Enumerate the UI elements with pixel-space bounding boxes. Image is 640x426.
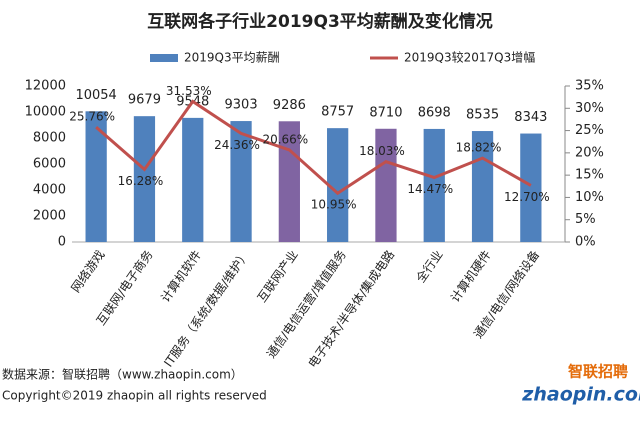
bar <box>327 128 349 242</box>
bar <box>278 121 300 242</box>
x-tick-label: 计算机硬件 <box>447 247 494 305</box>
bar <box>375 128 397 242</box>
x-tick-label: IT服务（系统/数据/维护） <box>160 247 252 369</box>
line <box>95 99 532 196</box>
bar-value-label: 8757 <box>321 105 354 120</box>
x-tick-label: 网络游戏 <box>68 247 108 295</box>
bar-value-label: 9679 <box>128 93 161 108</box>
y-tick-label: 12000 <box>25 79 66 94</box>
bar <box>182 117 204 242</box>
line-value-label: 24.36% <box>214 138 260 152</box>
bar-value-label: 8535 <box>466 108 499 123</box>
legend-label: 2019Q3平均薪酬 <box>184 51 280 65</box>
legend-swatch <box>150 54 178 62</box>
copyright: Copyright©2019 zhaopin all rights reserv… <box>2 389 267 403</box>
bar-value-label: 9286 <box>273 98 306 113</box>
bar-value-label: 9303 <box>225 98 258 113</box>
y-tick-label: 10000 <box>25 105 66 120</box>
legend-label: 2019Q3较2017Q3增幅 <box>404 50 535 65</box>
line-value-label: 20.66% <box>262 132 308 146</box>
bar <box>520 133 542 242</box>
line-value-label: 16.28% <box>118 174 164 188</box>
line-value-label: 10.95% <box>311 198 357 212</box>
y-tick-label: 6000 <box>33 157 66 172</box>
x-tick-label: 互联网产业 <box>255 248 301 305</box>
x-tick-label: 通信/电信运营/增值服务 <box>263 247 349 361</box>
x-tick-label: 电子技术/半导体/集成电路 <box>305 247 398 370</box>
line-value-label: 18.03% <box>359 144 405 158</box>
bar-value-label: 8710 <box>369 105 402 120</box>
y-tick-label: 0 <box>58 235 66 250</box>
x-tick-label: 全行业 <box>413 247 446 285</box>
y-tick-label: 8000 <box>33 131 66 146</box>
y2-tick-label: 0% <box>575 235 596 250</box>
chart-title: 互联网各子行业2019Q3平均薪酬及变化情况 <box>147 11 493 32</box>
bar <box>133 116 156 242</box>
bar <box>423 128 445 242</box>
line-value-label: 14.47% <box>407 182 453 196</box>
x-tick-label: 计算机软件 <box>157 247 204 305</box>
y-tick-label: 4000 <box>33 183 66 198</box>
y2-tick-label: 10% <box>575 190 604 205</box>
y2-tick-label: 5% <box>575 212 596 227</box>
logo-cn: 智联招聘 <box>568 363 628 381</box>
bar <box>85 111 107 242</box>
bar-value-label: 8343 <box>514 110 547 125</box>
y2-tick-label: 35% <box>575 79 604 94</box>
y2-tick-label: 20% <box>575 145 604 160</box>
line-value-label: 25.76% <box>69 110 115 124</box>
line-value-label: 18.82% <box>456 141 502 155</box>
y-tick-label: 2000 <box>33 209 66 224</box>
y2-tick-label: 25% <box>575 123 604 138</box>
y2-tick-label: 30% <box>575 101 604 116</box>
bar-value-label: 10054 <box>75 88 116 103</box>
source: 数据来源：智联招聘（www.zhaopin.com） <box>2 367 243 382</box>
bar <box>230 121 252 242</box>
line-value-label: 12.70% <box>504 190 550 204</box>
line-value-label: 31.53% <box>166 84 212 98</box>
logo-en: zhaopin.com <box>521 384 640 406</box>
y2-tick-label: 15% <box>575 168 604 183</box>
bar-value-label: 8698 <box>418 105 451 120</box>
